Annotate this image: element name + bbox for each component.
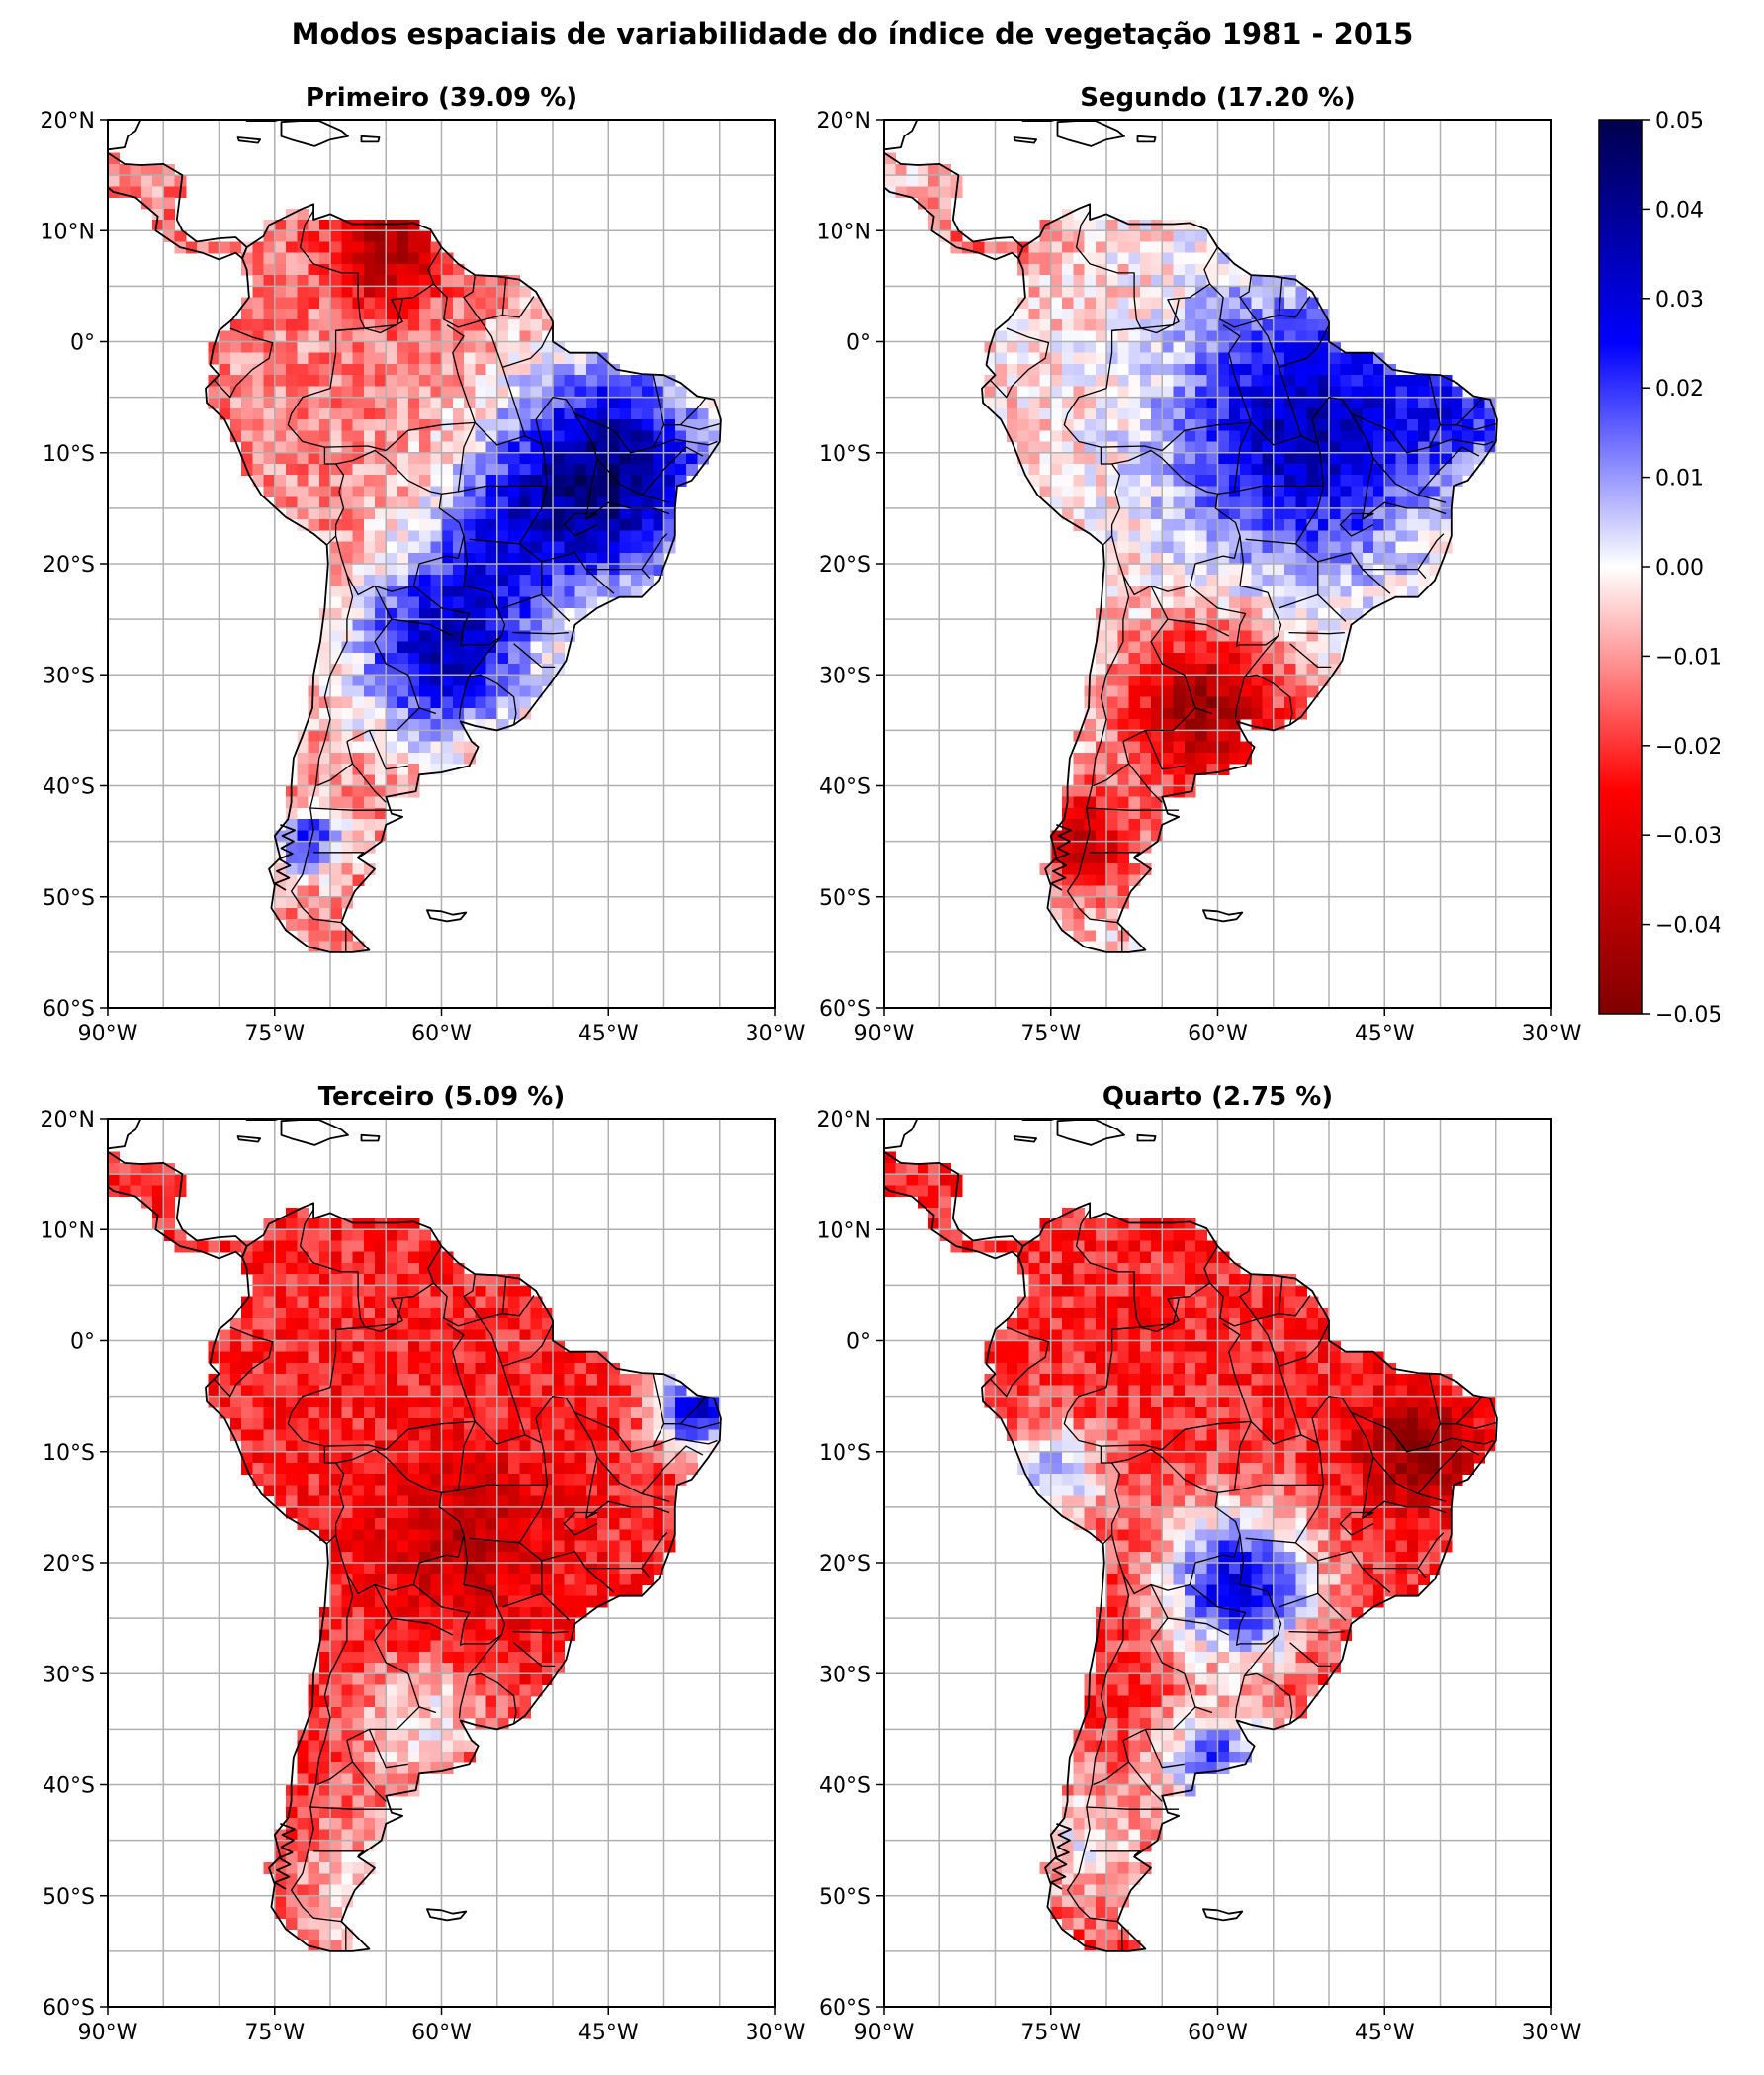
lon-tick-label: 60°W — [1188, 1022, 1248, 1046]
map-content — [108, 1119, 775, 2007]
lat-tick-label: 10°N — [817, 220, 871, 244]
lon-tick-label: 75°W — [1020, 1022, 1081, 1046]
colorbar-tick-label: 0.02 — [1655, 377, 1704, 402]
lat-tick-label: 40°S — [819, 1774, 871, 1799]
colorbar-tick-label: −0.03 — [1655, 824, 1721, 849]
lon-tick-label: 60°W — [411, 2021, 472, 2045]
coastlines — [108, 1119, 722, 1952]
lat-tick-label: 60°S — [819, 997, 871, 1022]
lat-tick-label: 20°S — [43, 553, 95, 578]
colorbar-tick-label: −0.04 — [1655, 914, 1721, 939]
lon-tick-label: 60°W — [411, 1022, 472, 1046]
panel-quarto: Quarto (2.75 %) 90°W 75°W 60°W 45°W 30°W 20°N 1… — [817, 1082, 1582, 2045]
lat-tick-label: 20°S — [819, 553, 871, 578]
lat-tick-label: 0° — [70, 331, 95, 356]
lat-tick-label: 20°N — [41, 1108, 95, 1132]
lat-tick-label: 0° — [846, 331, 871, 356]
lon-tick-label: 90°W — [78, 1022, 138, 1046]
lat-tick-label: 30°S — [819, 664, 871, 688]
lat-tick-label: 20°S — [43, 1552, 95, 1577]
eof-field — [108, 152, 721, 953]
lat-tick-label: 10°S — [43, 1441, 95, 1466]
lat-tick-label: 60°S — [43, 997, 95, 1022]
lat-tick-label: 40°S — [819, 775, 871, 800]
eof-field — [884, 152, 1497, 953]
lat-tick-label: 30°S — [819, 1663, 871, 1687]
gridlines — [884, 1119, 1551, 2007]
map-content — [884, 120, 1551, 1008]
panel-primeiro: Primeiro (39.09 %) 90°W 75°W 60°W 45°W 30°W 20… — [41, 83, 806, 1046]
lat-tick-label: 10°N — [41, 1218, 95, 1243]
lon-tick-label: 30°W — [1522, 2021, 1582, 2045]
panel-title: Quarto (2.75 %) — [1102, 1082, 1333, 1112]
colorbar-tick-label: 0.03 — [1655, 288, 1704, 313]
lon-tick-label: 90°W — [854, 1022, 915, 1046]
panel-segundo: Segundo (17.20 %) 90°W 75°W 60°W 45°W 30°W 20°… — [817, 83, 1582, 1046]
lon-tick-label: 90°W — [854, 2021, 915, 2045]
lat-tick-label: 10°S — [819, 1441, 871, 1466]
lon-tick-label: 45°W — [578, 1022, 639, 1046]
colorbar: 0.05 0.04 0.03 0.02 0.01 0.00 −0.01 −0.02 −0.03 −… — [1598, 109, 1721, 1028]
lon-tick-label: 75°W — [1020, 2021, 1081, 2045]
panel-title: Terceiro (5.09 %) — [318, 1082, 565, 1112]
coastlines — [884, 120, 1498, 953]
lat-tick-label: 20°N — [41, 109, 95, 134]
panel-title: Primeiro (39.09 %) — [306, 83, 577, 113]
lon-tick-label: 90°W — [78, 2021, 138, 2045]
country-borders — [213, 1209, 720, 1951]
lat-tick-label: 20°S — [819, 1552, 871, 1577]
lat-tick-label: 50°S — [43, 886, 95, 911]
colorbar-tick-label: 0.05 — [1655, 109, 1704, 134]
panel-terceiro: Terceiro (5.09 %) 90°W 75°W 60°W 45°W 30°W 20°… — [41, 1082, 806, 2045]
lon-tick-label: 45°W — [578, 2021, 639, 2045]
gridlines — [108, 1119, 775, 2007]
lat-tick-label: 40°S — [43, 1774, 95, 1799]
lat-tick-label: 60°S — [43, 1996, 95, 2021]
eof-field — [108, 1151, 721, 1952]
map-content — [884, 1119, 1551, 2007]
lon-tick-label: 75°W — [244, 2021, 305, 2045]
lon-tick-label: 60°W — [1188, 2021, 1248, 2045]
figure-title: Modos espaciais de variabilidade do índi… — [292, 17, 1414, 50]
gridlines — [108, 120, 775, 1008]
lat-tick-label: 10°S — [43, 442, 95, 467]
lon-tick-label: 45°W — [1355, 1022, 1415, 1046]
lat-tick-label: 30°S — [43, 664, 95, 688]
lat-tick-label: 10°N — [817, 1218, 871, 1243]
lat-tick-label: 50°S — [43, 1885, 95, 1910]
gridlines — [884, 120, 1551, 1008]
colorbar-tick-label: 0.04 — [1655, 198, 1704, 223]
lat-tick-label: 20°N — [817, 109, 871, 134]
lat-tick-label: 10°S — [819, 442, 871, 467]
country-borders — [989, 1209, 1496, 1951]
lon-tick-label: 45°W — [1355, 2021, 1415, 2045]
lon-tick-label: 30°W — [1522, 1022, 1582, 1046]
colorbar-tick-label: 0.01 — [1655, 467, 1704, 492]
coastlines — [108, 120, 722, 953]
lon-tick-label: 75°W — [244, 1022, 305, 1046]
lat-tick-label: 60°S — [819, 1996, 871, 2021]
lat-tick-label: 40°S — [43, 775, 95, 800]
coastlines — [884, 1119, 1498, 1952]
panel-title: Segundo (17.20 %) — [1080, 83, 1356, 113]
colorbar-tick-label: 0.00 — [1655, 556, 1704, 581]
lon-tick-label: 30°W — [746, 2021, 806, 2045]
map-content — [108, 120, 775, 1008]
lon-tick-label: 30°W — [746, 1022, 806, 1046]
lat-tick-label: 30°S — [43, 1663, 95, 1687]
lat-tick-label: 20°N — [817, 1108, 871, 1132]
lat-tick-label: 0° — [70, 1330, 95, 1355]
lat-tick-label: 10°N — [41, 220, 95, 244]
colorbar-tick-label: −0.05 — [1655, 1003, 1721, 1028]
colorbar-tick-label: −0.01 — [1655, 645, 1721, 670]
country-borders — [989, 210, 1496, 952]
eof-field — [884, 1151, 1497, 1952]
colorbar-gradient — [1598, 119, 1643, 1015]
colorbar-tick-label: −0.02 — [1655, 735, 1721, 760]
lat-tick-label: 50°S — [819, 1885, 871, 1910]
country-borders — [213, 210, 720, 952]
lat-tick-label: 0° — [846, 1330, 871, 1355]
lat-tick-label: 50°S — [819, 886, 871, 911]
